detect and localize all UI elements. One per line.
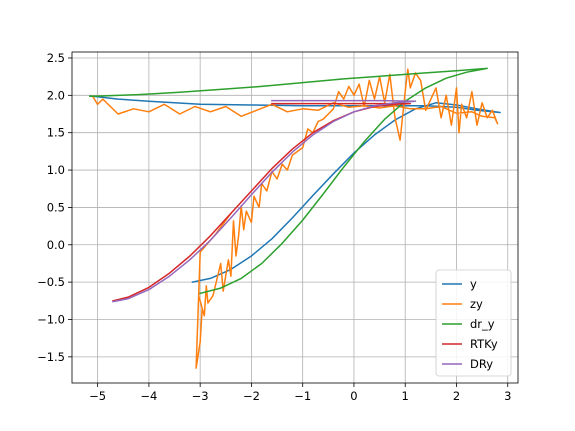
legend-box <box>435 269 512 377</box>
x-tick-label: −5 <box>89 389 106 403</box>
x-tick-label: −1 <box>294 389 311 403</box>
axis-ticks: −5 −4 −3 −2 −1 0 1 2 3 −1.5 −1.0 −0.5 0.0 0.5 1.0 1.5 2.… <box>37 51 511 403</box>
series-line-dr-y <box>89 67 488 295</box>
x-tick-label: 1 <box>402 389 409 403</box>
legend: y zy dr_y RTKy DRy <box>435 269 512 377</box>
y-tick-label: −1.5 <box>37 350 65 364</box>
legend-label-dry: DRy <box>470 357 493 371</box>
series-line-zy <box>91 68 499 369</box>
series-line-y <box>89 95 501 283</box>
legend-label-dr-y: dr_y <box>470 317 495 331</box>
x-tick-label: 2 <box>453 389 460 403</box>
y-tick-label: −1.0 <box>37 312 65 326</box>
y-tick-label: 1.5 <box>47 126 65 140</box>
legend-label-rtky: RTKy <box>470 337 498 351</box>
x-tick-label: 0 <box>350 389 357 403</box>
y-tick-label: 0.0 <box>47 238 65 252</box>
y-tick-label: 2.5 <box>47 51 65 65</box>
x-tick-label: −3 <box>192 389 209 403</box>
x-tick-label: 3 <box>504 389 511 403</box>
plot-frame <box>71 51 519 384</box>
legend-label-y: y <box>470 277 477 291</box>
y-tick-label: −0.5 <box>37 275 65 289</box>
x-tick-label: −2 <box>243 389 260 403</box>
series-line-rtky <box>112 102 412 302</box>
y-tick-label: 2.0 <box>47 88 65 102</box>
legend-label-zy: zy <box>470 297 483 311</box>
y-tick-label: 0.5 <box>47 200 65 214</box>
x-tick-label: −4 <box>140 389 157 403</box>
series-lines <box>89 67 501 369</box>
y-tick-label: 1.0 <box>47 163 65 177</box>
series-line-dry <box>112 99 417 303</box>
